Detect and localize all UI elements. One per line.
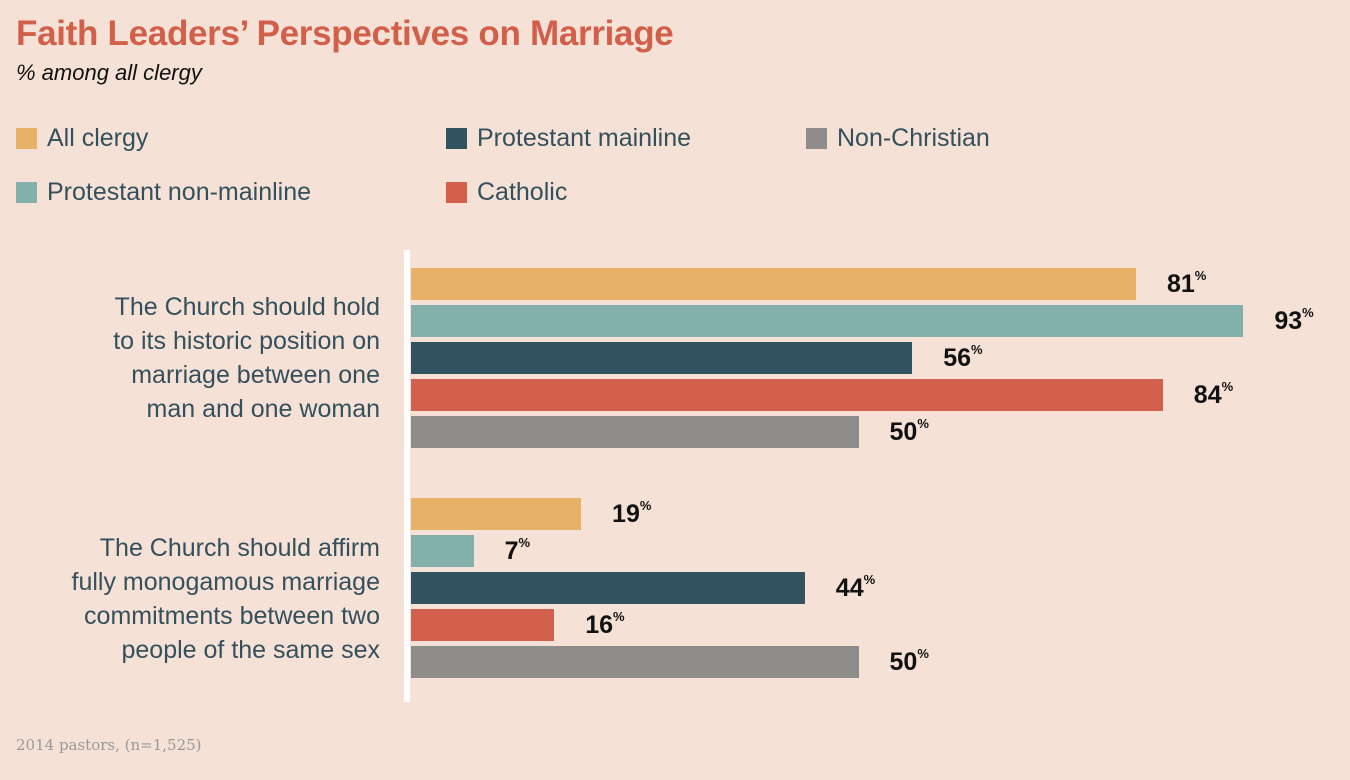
data-label: 56% <box>943 342 983 372</box>
bar <box>411 572 805 604</box>
bar <box>411 609 555 641</box>
legend-item: Protestant non-mainline <box>16 178 311 207</box>
legend-label: All clergy <box>47 124 149 152</box>
data-label: 81% <box>1166 268 1207 298</box>
legend-label: Protestant non-mainline <box>47 178 312 206</box>
legend-swatch <box>16 128 37 149</box>
legend-swatch <box>806 128 827 149</box>
legend-item: Non-Christian <box>806 124 990 153</box>
bar <box>411 646 859 678</box>
legend-item: Catholic <box>446 178 567 207</box>
legend-swatch <box>446 182 467 203</box>
data-label: 16% <box>585 609 625 639</box>
bar <box>411 342 913 374</box>
bar <box>411 498 582 530</box>
bar <box>411 268 1136 300</box>
data-label: 84% <box>1193 379 1234 409</box>
data-label: 7% <box>504 535 531 565</box>
category-label: The Church should affirm fully monogamous… <box>71 534 380 664</box>
bar <box>411 305 1244 337</box>
legend-item: All clergy <box>16 124 148 153</box>
data-label: 93% <box>1274 305 1314 335</box>
legend-label: Non-Christian <box>837 124 990 152</box>
chart-subtitle: % among all clergy <box>16 60 202 85</box>
bar <box>411 535 474 567</box>
data-label: 50% <box>889 416 929 446</box>
data-label: 50% <box>889 646 929 676</box>
legend-label: Protestant mainline <box>477 124 692 152</box>
category-label: The Church should hold to its historic po… <box>113 293 380 423</box>
footnote: 2014 pastors, (n=1,525) <box>16 736 202 754</box>
legend-swatch <box>16 182 37 203</box>
legend-label: Catholic <box>477 178 568 206</box>
data-label: 19% <box>612 498 652 528</box>
bar <box>411 379 1163 411</box>
bar <box>411 416 859 448</box>
chart-title: Faith Leaders’ Perspectives on Marriage <box>16 14 674 53</box>
data-label: 44% <box>835 572 876 602</box>
legend-item: Protestant mainline <box>446 124 691 153</box>
axis-line <box>404 250 410 702</box>
legend-swatch <box>446 128 467 149</box>
